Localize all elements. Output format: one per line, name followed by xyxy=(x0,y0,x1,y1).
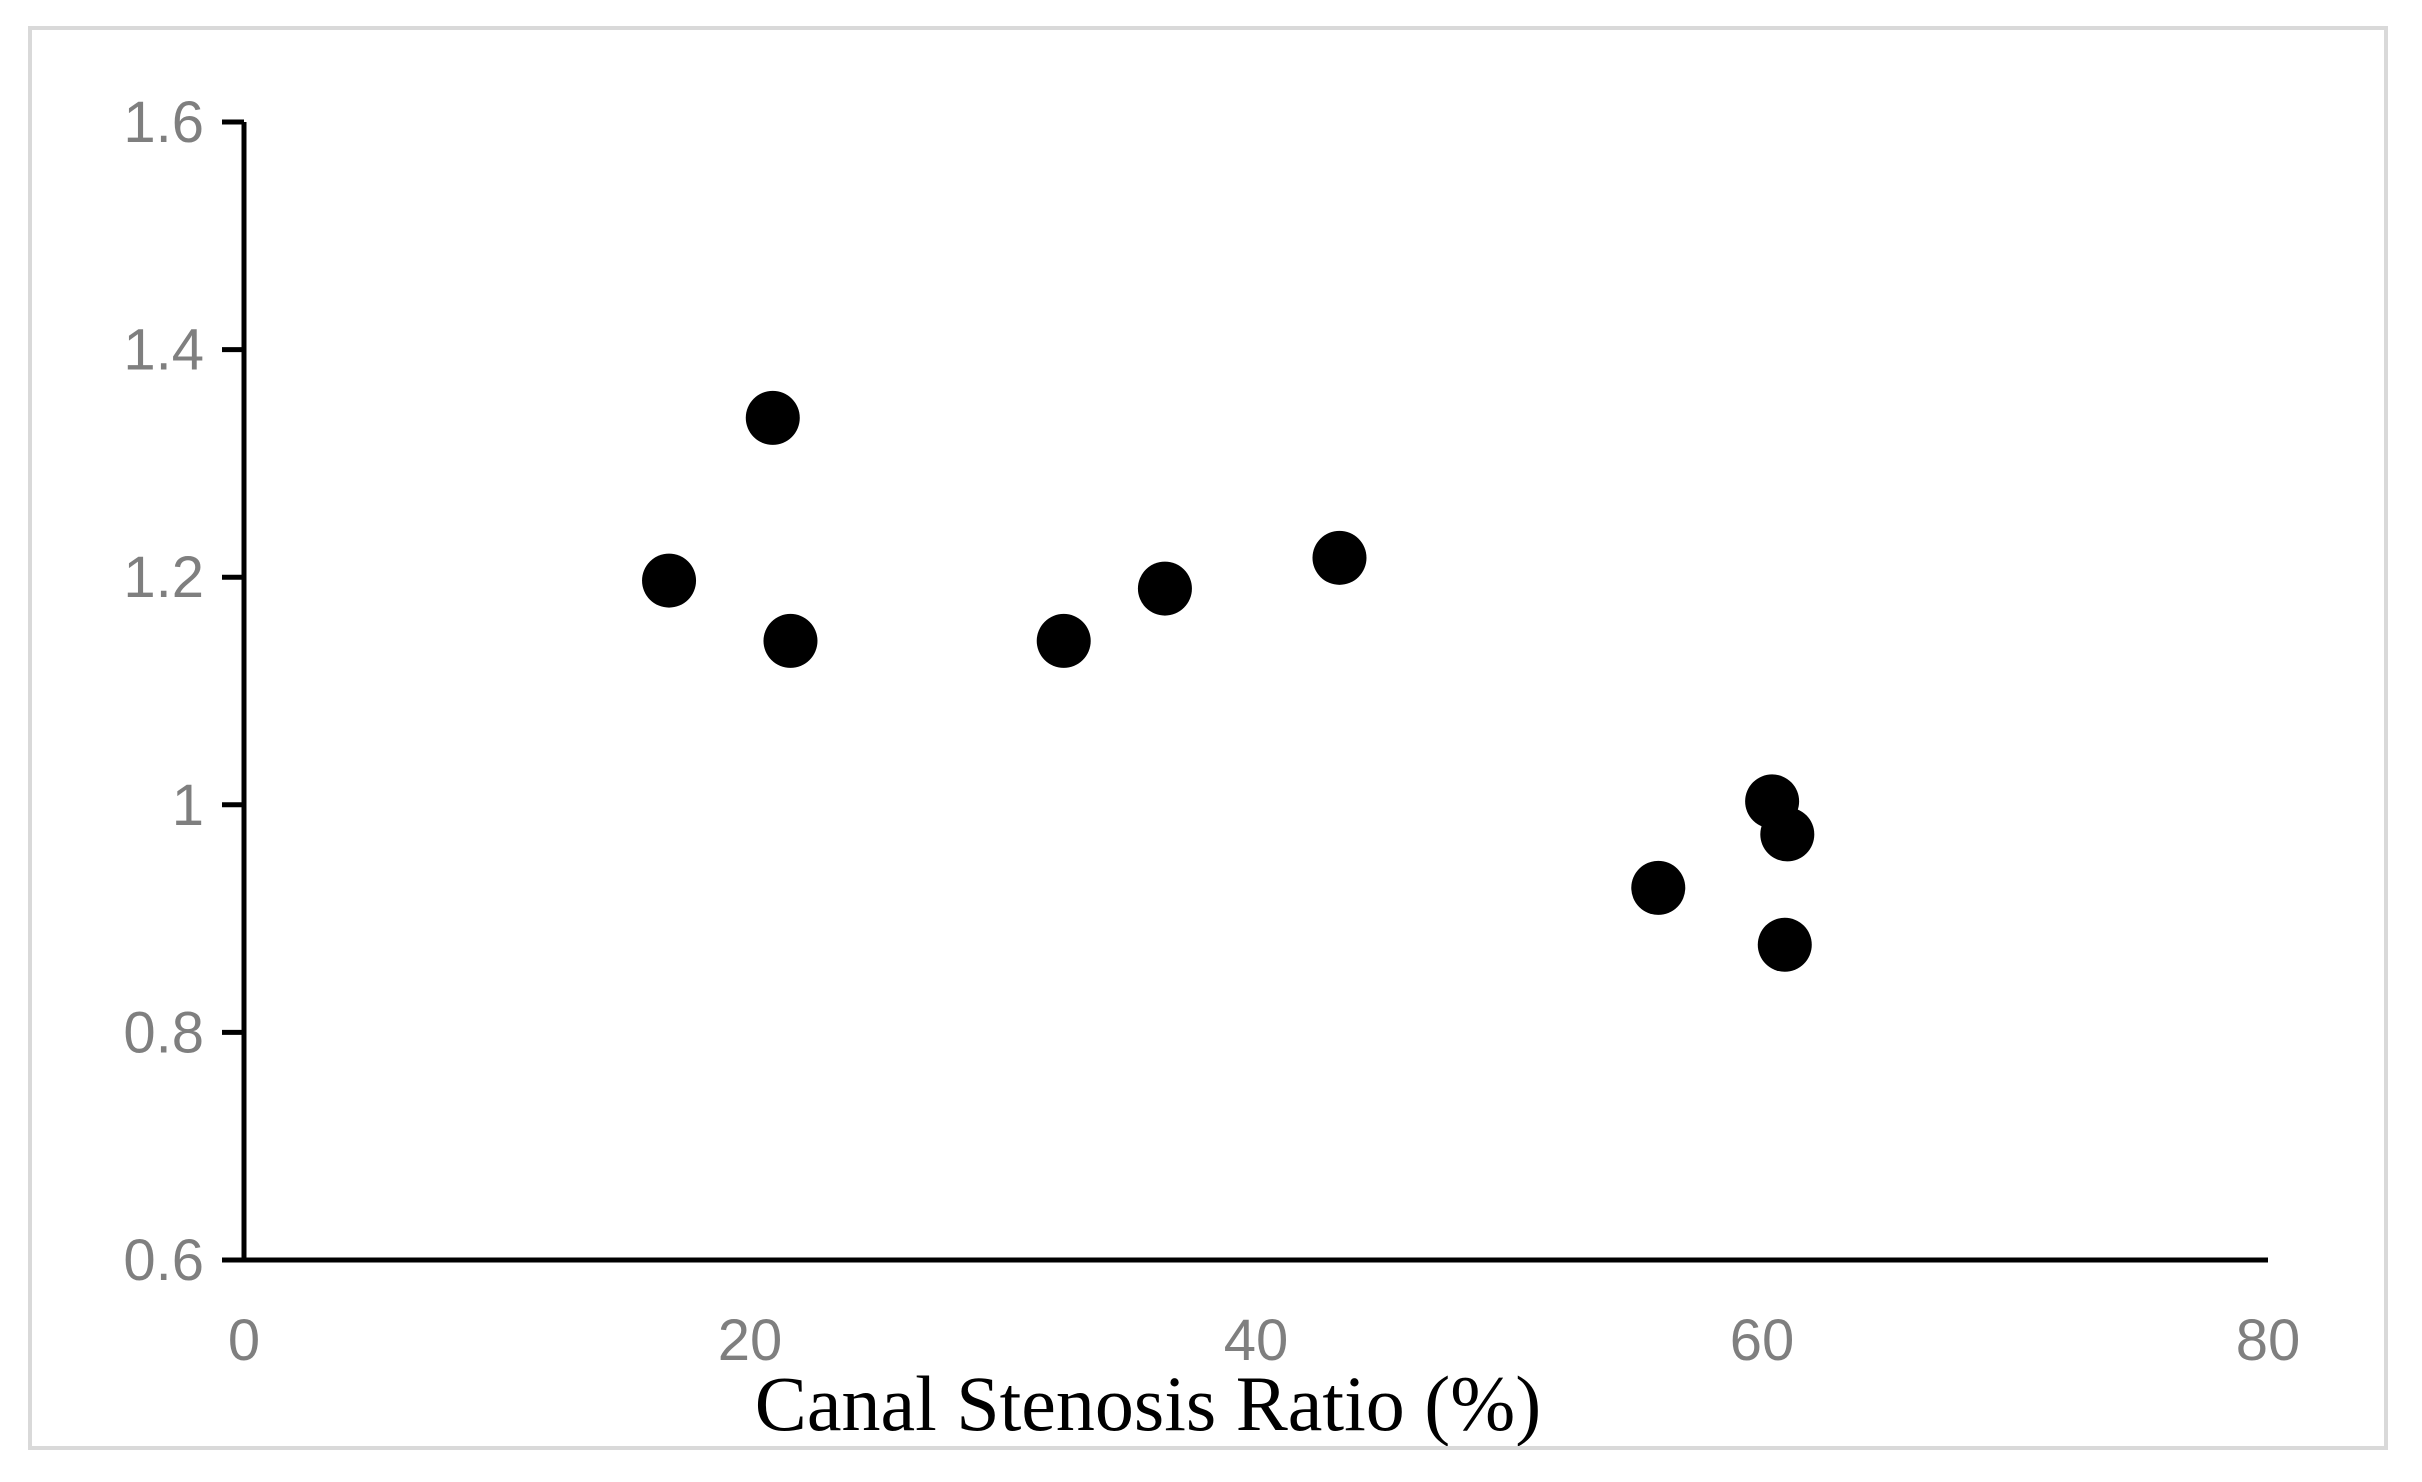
x-tick-label: 0 xyxy=(228,1308,260,1373)
data-point xyxy=(763,613,818,668)
data-points xyxy=(642,390,1815,972)
y-tick-label: 0.8 xyxy=(123,1000,204,1065)
scatter-plot: 0.6 0.8 1 1.2 1.4 1.6 0 20 40 60 80 Canal Stenosi… xyxy=(123,90,2300,1446)
x-tick-label: 80 xyxy=(2236,1308,2301,1373)
y-axis-tick-labels: 0.6 0.8 1 1.2 1.4 1.6 xyxy=(123,90,204,1293)
y-tick-label: 1.2 xyxy=(123,545,204,610)
y-tick-label: 1 xyxy=(172,773,204,838)
y-tick-label: 1.4 xyxy=(123,318,204,383)
x-tick-label: 20 xyxy=(718,1308,783,1373)
y-tick-label: 0.6 xyxy=(123,1228,204,1293)
data-point xyxy=(1312,530,1367,585)
x-axis-title: Canal Stenosis Ratio (%) xyxy=(755,1360,1541,1446)
data-point xyxy=(1036,613,1091,668)
data-point xyxy=(1760,807,1815,862)
chart-frame: 0.6 0.8 1 1.2 1.4 1.6 0 20 40 60 80 Canal Stenosi… xyxy=(28,26,2388,1450)
data-point xyxy=(642,553,697,608)
x-axis-tick-labels: 0 20 40 60 80 xyxy=(228,1308,2300,1373)
data-point xyxy=(1137,561,1192,616)
y-axis-ticks xyxy=(222,119,244,1263)
data-point xyxy=(745,390,800,445)
x-tick-label: 60 xyxy=(1730,1308,1795,1373)
x-tick-label: 40 xyxy=(1224,1308,1289,1373)
data-point xyxy=(1631,860,1686,915)
y-tick-label: 1.6 xyxy=(123,90,204,155)
data-point xyxy=(1757,917,1812,972)
